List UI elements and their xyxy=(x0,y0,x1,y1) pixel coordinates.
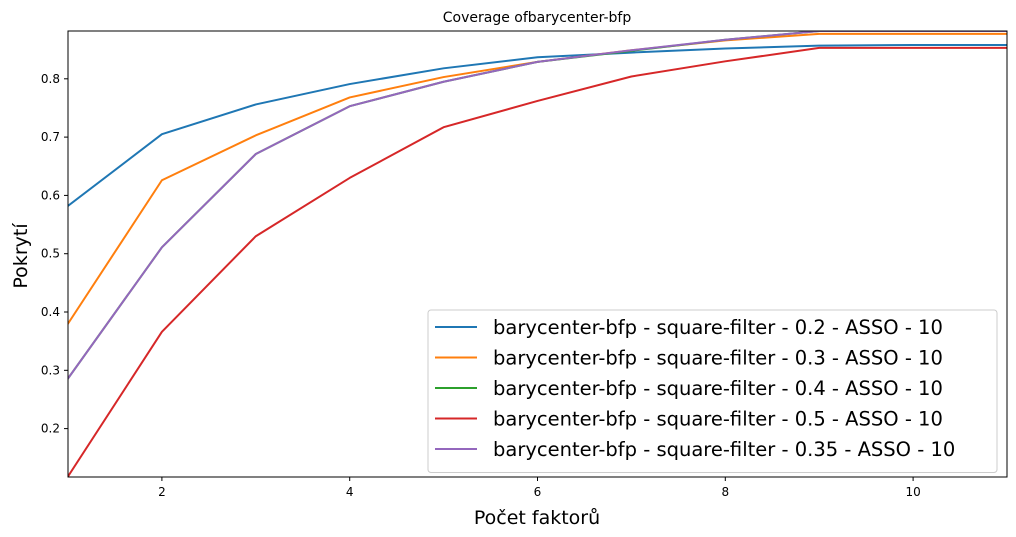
y-tick-label: 0.4 xyxy=(41,305,60,319)
legend-label: barycenter-bfp - square-filter - 0.4 - A… xyxy=(493,377,943,400)
legend-label: barycenter-bfp - square-filter - 0.3 - A… xyxy=(493,347,943,370)
chart-title: Coverage ofbarycenter-bfp xyxy=(443,10,632,26)
plot-area: 2 4 6 8 10 0.2 0.3 0.4 0.5 0.6 0.7 0.8 barycenter-bf… xyxy=(41,30,1008,499)
y-tick-label: 0.3 xyxy=(41,363,60,377)
y-axis-label: Pokrytí xyxy=(10,223,32,289)
series-line-4 xyxy=(68,31,1007,380)
y-tick-label: 0.7 xyxy=(41,130,60,144)
legend-label: barycenter-bfp - square-filter - 0.2 - A… xyxy=(493,316,943,339)
x-tick-label: 8 xyxy=(721,485,729,499)
legend-label: barycenter-bfp - square-filter - 0.35 - … xyxy=(493,438,955,461)
x-tick-label: 2 xyxy=(158,485,166,499)
x-tick-label: 6 xyxy=(534,485,542,499)
series-line-3 xyxy=(68,46,1007,477)
series-line-0 xyxy=(68,43,1007,208)
y-tick-label: 0.6 xyxy=(41,188,60,202)
legend-box xyxy=(427,309,998,473)
x-tick-label: 10 xyxy=(905,485,920,499)
x-axis-label: Počet faktorů xyxy=(474,507,600,529)
x-tick-label: 4 xyxy=(346,485,354,499)
legend: barycenter-bfp - square-filter - 0.2 - A… xyxy=(427,309,998,473)
series-line-1 xyxy=(68,32,1007,326)
series-group xyxy=(68,31,1007,477)
y-tick-label: 0.2 xyxy=(41,422,60,436)
legend-label: barycenter-bfp - square-filter - 0.5 - A… xyxy=(493,408,943,431)
y-tick-label: 0.5 xyxy=(41,247,60,261)
y-tick-label: 0.8 xyxy=(41,72,60,86)
